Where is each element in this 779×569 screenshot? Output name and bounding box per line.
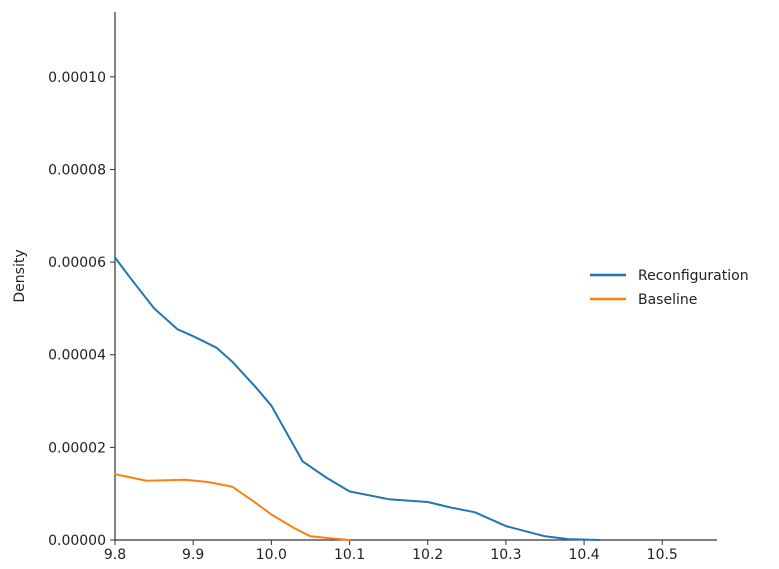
y-axis-label: Density xyxy=(12,249,28,302)
legend-label-reconfiguration: Reconfiguration xyxy=(638,268,749,284)
series-line-reconfiguration xyxy=(114,256,601,541)
y-tick-label: 0.00000 xyxy=(48,533,106,549)
legend-label-baseline: Baseline xyxy=(638,292,697,308)
y-tick-label: 0.00008 xyxy=(48,162,106,178)
x-tick-label: 9.9 xyxy=(182,547,204,563)
x-tick-label: 10.3 xyxy=(490,547,521,563)
x-tick-label: 10.4 xyxy=(569,547,600,563)
y-tick-label: 0.00010 xyxy=(48,70,106,86)
x-tick-label: 9.8 xyxy=(104,547,126,563)
x-tick-label: 10.2 xyxy=(412,547,443,563)
x-tick-label: 10.5 xyxy=(647,547,678,563)
series-line-baseline xyxy=(114,473,351,541)
x-tick-label: 10.1 xyxy=(334,547,365,563)
y-tick-label: 0.00004 xyxy=(48,348,106,364)
legend: Reconfiguration Baseline xyxy=(590,268,749,308)
x-tick-label: 10.0 xyxy=(256,547,287,563)
series-layer xyxy=(114,256,601,541)
axes-layer: 0.00000 0.00002 0.00004 0.00006 0.00008 0.000… xyxy=(48,12,717,563)
y-tick-label: 0.00006 xyxy=(48,255,106,271)
y-tick-label: 0.00002 xyxy=(48,440,106,456)
